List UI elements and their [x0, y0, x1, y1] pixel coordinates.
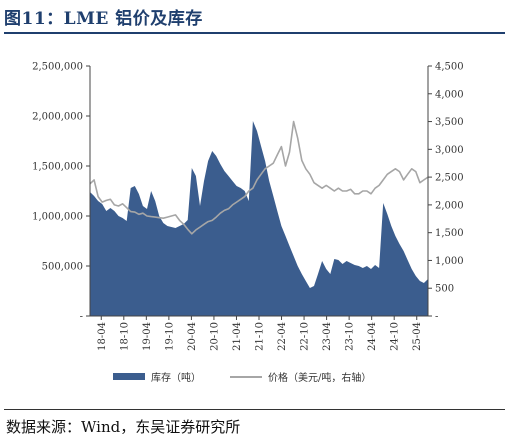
x-tick-label: 21-04: [232, 322, 243, 351]
right-tick-label: 1,000: [435, 256, 464, 267]
axes-layer: - 500,000 1,000,000 1,500,000 2,000,000 2,500…: [32, 62, 464, 351]
source-note: 数据来源：Wind，东吴证券研究所: [6, 418, 241, 436]
left-tick-label: 1,000,000: [32, 212, 83, 223]
inventory-area-layer: [90, 121, 428, 316]
left-tick-label: 500,000: [42, 262, 83, 273]
x-tick-label: 19-10: [164, 322, 175, 351]
inventory-area: [90, 121, 428, 316]
right-tick-label: 500: [435, 284, 454, 295]
right-tick-label: 2,500: [435, 173, 464, 184]
x-tick-label: 24-04: [367, 322, 378, 351]
right-tick-label: 4,500: [435, 62, 464, 73]
x-tick-label: 18-10: [119, 322, 130, 351]
x-tick-label: 20-10: [209, 322, 220, 351]
right-tick-label: 3,500: [435, 117, 464, 128]
price-line: [89, 120, 429, 235]
legend-label-price: 价格（美元/吨，右轴）: [268, 371, 371, 384]
x-tick-label: 24-10: [390, 322, 401, 351]
left-tick-label: -: [80, 312, 83, 323]
x-tick-label: 19-04: [142, 322, 153, 351]
right-tick-label: 4,000: [435, 89, 464, 100]
left-tick-label: 2,000,000: [32, 112, 83, 123]
x-tick-label: 23-10: [345, 322, 356, 351]
right-tick-label: 2,000: [435, 200, 464, 211]
x-tick-label: 22-04: [277, 322, 288, 351]
left-tick-label: 2,500,000: [32, 62, 83, 73]
footer-rule: [4, 409, 505, 410]
legend-layer: 库存（吨） 价格（美元/吨，右轴）: [113, 371, 371, 384]
price-line-layer: [89, 120, 429, 235]
right-tick-label: -: [435, 312, 438, 323]
x-tick-label: 20-04: [187, 322, 198, 351]
x-tick-label: 23-04: [322, 322, 333, 351]
legend-swatch-inventory: [113, 373, 145, 380]
x-tick-label: 22-10: [300, 322, 311, 351]
x-tick-label: 25-04: [412, 322, 423, 351]
right-tick-label: 1,500: [435, 228, 464, 239]
title-rule: [4, 32, 505, 34]
x-tick-label: 21-10: [255, 322, 266, 351]
chart: - 500,000 1,000,000 1,500,000 2,000,000 2,500…: [32, 62, 464, 385]
left-tick-label: 1,500,000: [32, 162, 83, 173]
chart-title: 图11：LME 铝价及库存: [4, 9, 203, 29]
legend-label-inventory: 库存（吨）: [151, 371, 201, 384]
right-tick-label: 3,000: [435, 145, 464, 156]
x-tick-label: 18-04: [97, 322, 108, 351]
